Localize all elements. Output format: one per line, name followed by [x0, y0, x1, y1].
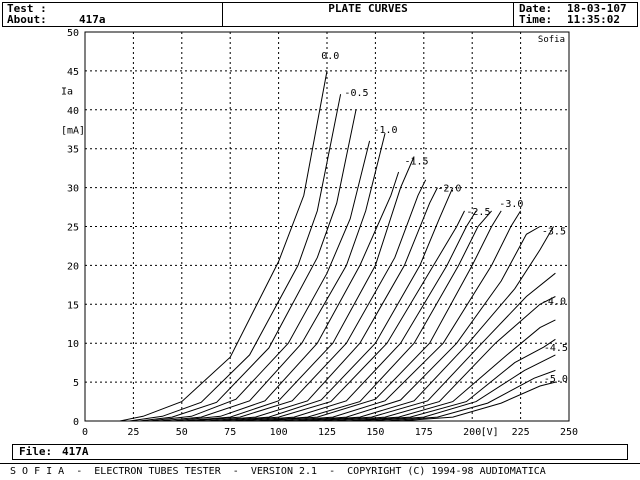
status-line: S O F I A - ELECTRON TUBES TESTER - VERS… [10, 466, 546, 477]
curve-label: -5.0 [544, 374, 568, 385]
page-title: PLATE CURVES [328, 2, 408, 15]
about-label: About: [7, 13, 47, 26]
x-tick-label: 150 [366, 427, 384, 438]
plate-curve [204, 187, 438, 422]
curve-label: -4.0 [542, 296, 566, 307]
x-tick-label: 75 [224, 427, 236, 438]
curve-label: -1.5 [404, 156, 428, 167]
file-panel [12, 444, 628, 460]
y-tick-label: 30 [67, 184, 79, 195]
y-tick-label: 40 [67, 106, 79, 117]
plate-curve [158, 132, 386, 422]
plate-curve [216, 187, 454, 422]
plate-curve [253, 210, 492, 422]
plate-curve [172, 171, 400, 422]
about-value: 417a [79, 13, 106, 26]
date-label: Date: [519, 2, 553, 15]
x-tick-label: 100 [270, 427, 288, 438]
plate-curve [317, 272, 556, 422]
plate-curve [385, 369, 556, 422]
x-tick-label: 175 [415, 427, 433, 438]
plate-curve [139, 109, 357, 422]
curve-label: -3.0 [499, 199, 523, 210]
curve-label: -1.0 [373, 125, 397, 136]
plot-frame [84, 31, 570, 422]
plate-curve [369, 354, 556, 422]
y-tick-label: 45 [67, 67, 79, 78]
file-value: 417A [62, 445, 89, 458]
time-label: Time: [519, 13, 553, 26]
curve-label: -3.5 [542, 226, 566, 237]
curve-label: -2.0 [437, 183, 461, 194]
x-tick-label: 0 [82, 427, 88, 438]
x-tick-label: 225 [512, 427, 530, 438]
plate-curve [355, 338, 556, 422]
x-axis-label: [V] [481, 427, 499, 438]
y-axis-unit: [mA] [61, 125, 85, 136]
plate-curve [230, 210, 465, 422]
curve-label: 0.0 [321, 51, 339, 62]
x-tick-label: 250 [560, 427, 578, 438]
y-tick-label: 20 [67, 261, 79, 272]
y-tick-label: 15 [67, 300, 79, 311]
test-label: Test : [7, 2, 47, 15]
y-tick-label: 10 [67, 339, 79, 350]
plate-curve [303, 226, 554, 422]
chart-grid [85, 32, 569, 421]
plate-curve [330, 296, 556, 422]
x-tick-label: 25 [127, 427, 139, 438]
plate-curve [239, 210, 477, 422]
curve-label: -2.5 [466, 207, 490, 218]
header-right-panel [513, 2, 638, 27]
file-label: File: [19, 445, 53, 458]
plate-curve [264, 210, 502, 422]
time-value: 11:35:02 [567, 13, 620, 26]
plate-curve [191, 179, 427, 422]
plate-curve [398, 381, 556, 422]
plate-curve [292, 226, 541, 422]
header-title-panel [222, 2, 514, 27]
plate-curve [181, 156, 415, 422]
y-tick-label: 50 [67, 28, 79, 39]
chart-labels: 0 25 50 75 100 125 150 175 200 225 250 0 5 10 15 20 25 30… [61, 28, 578, 438]
plate-curve [278, 210, 522, 422]
curve-label: -0.5 [344, 88, 368, 99]
y-tick-label: 0 [73, 417, 79, 428]
y-tick-label: 35 [67, 145, 79, 156]
y-tick-label: 5 [73, 378, 79, 389]
footer-rule [0, 463, 640, 464]
plate-curve [346, 319, 556, 422]
chart-curves [119, 70, 556, 422]
y-axis-label: Ia [61, 86, 73, 97]
plate-curve [129, 94, 342, 422]
x-tick-label: 50 [176, 427, 188, 438]
date-value: 18-03-107 [567, 2, 627, 15]
chart-axes [84, 31, 570, 422]
x-tick-label: 125 [318, 427, 336, 438]
plate-curve [148, 140, 371, 422]
header-left-panel [2, 2, 223, 27]
sofia-watermark: Sofia [538, 35, 565, 45]
y-tick-label: 25 [67, 223, 79, 234]
x-tick-label: 200 [463, 427, 481, 438]
curve-label: -4.5 [544, 343, 568, 354]
plate-curve [119, 70, 328, 422]
